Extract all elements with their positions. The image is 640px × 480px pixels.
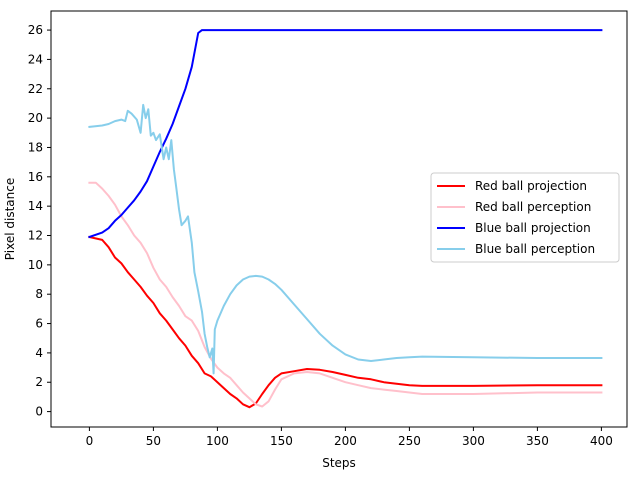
x-axis-label: Steps xyxy=(322,456,356,470)
x-tick-label: 150 xyxy=(270,434,293,448)
legend-label: Blue ball perception xyxy=(475,242,595,256)
y-tick-label: 24 xyxy=(28,52,43,66)
y-tick-label: 26 xyxy=(28,23,43,37)
y-tick-label: 16 xyxy=(28,170,43,184)
legend-label: Red ball perception xyxy=(475,200,591,214)
series-layer xyxy=(88,29,603,409)
legend-items: Red ball projection Red ball perception Bl… xyxy=(437,179,595,256)
y-tick-label: 10 xyxy=(28,258,43,272)
series-line-4 xyxy=(88,103,603,375)
legend-frame xyxy=(430,172,620,263)
y-tick-label: 6 xyxy=(35,317,43,331)
x-tick-label: 0 xyxy=(86,434,94,448)
plot-frame xyxy=(50,10,628,428)
y-tick-label: 14 xyxy=(28,199,43,213)
x-tick-label: 100 xyxy=(206,434,229,448)
legend: Red ball projection Red ball perception Bl… xyxy=(430,172,620,263)
y-tick-label: 0 xyxy=(35,405,43,419)
y-tick-label: 2 xyxy=(35,375,43,389)
x-tick-label: 250 xyxy=(398,434,421,448)
legend-label: Blue ball projection xyxy=(475,221,591,235)
y-tick-label: 12 xyxy=(28,229,43,243)
x-tick-label: 200 xyxy=(334,434,357,448)
x-axis-ticks: 0 50 100 150 200 250 300 350 400 xyxy=(86,427,613,448)
y-tick-label: 18 xyxy=(28,140,43,154)
y-tick-label: 4 xyxy=(35,346,43,360)
series-line-2 xyxy=(88,181,603,408)
series-line-3 xyxy=(88,29,603,239)
x-tick-label: 400 xyxy=(590,434,613,448)
x-tick-label: 350 xyxy=(526,434,549,448)
y-tick-label: 8 xyxy=(35,287,43,301)
y-axis-label: Pixel distance xyxy=(3,178,17,260)
y-tick-label: 22 xyxy=(28,82,43,96)
legend-label: Red ball projection xyxy=(475,179,587,193)
y-tick-label: 20 xyxy=(28,111,43,125)
x-tick-label: 50 xyxy=(146,434,161,448)
x-tick-label: 300 xyxy=(462,434,485,448)
series-line-1 xyxy=(88,235,603,409)
